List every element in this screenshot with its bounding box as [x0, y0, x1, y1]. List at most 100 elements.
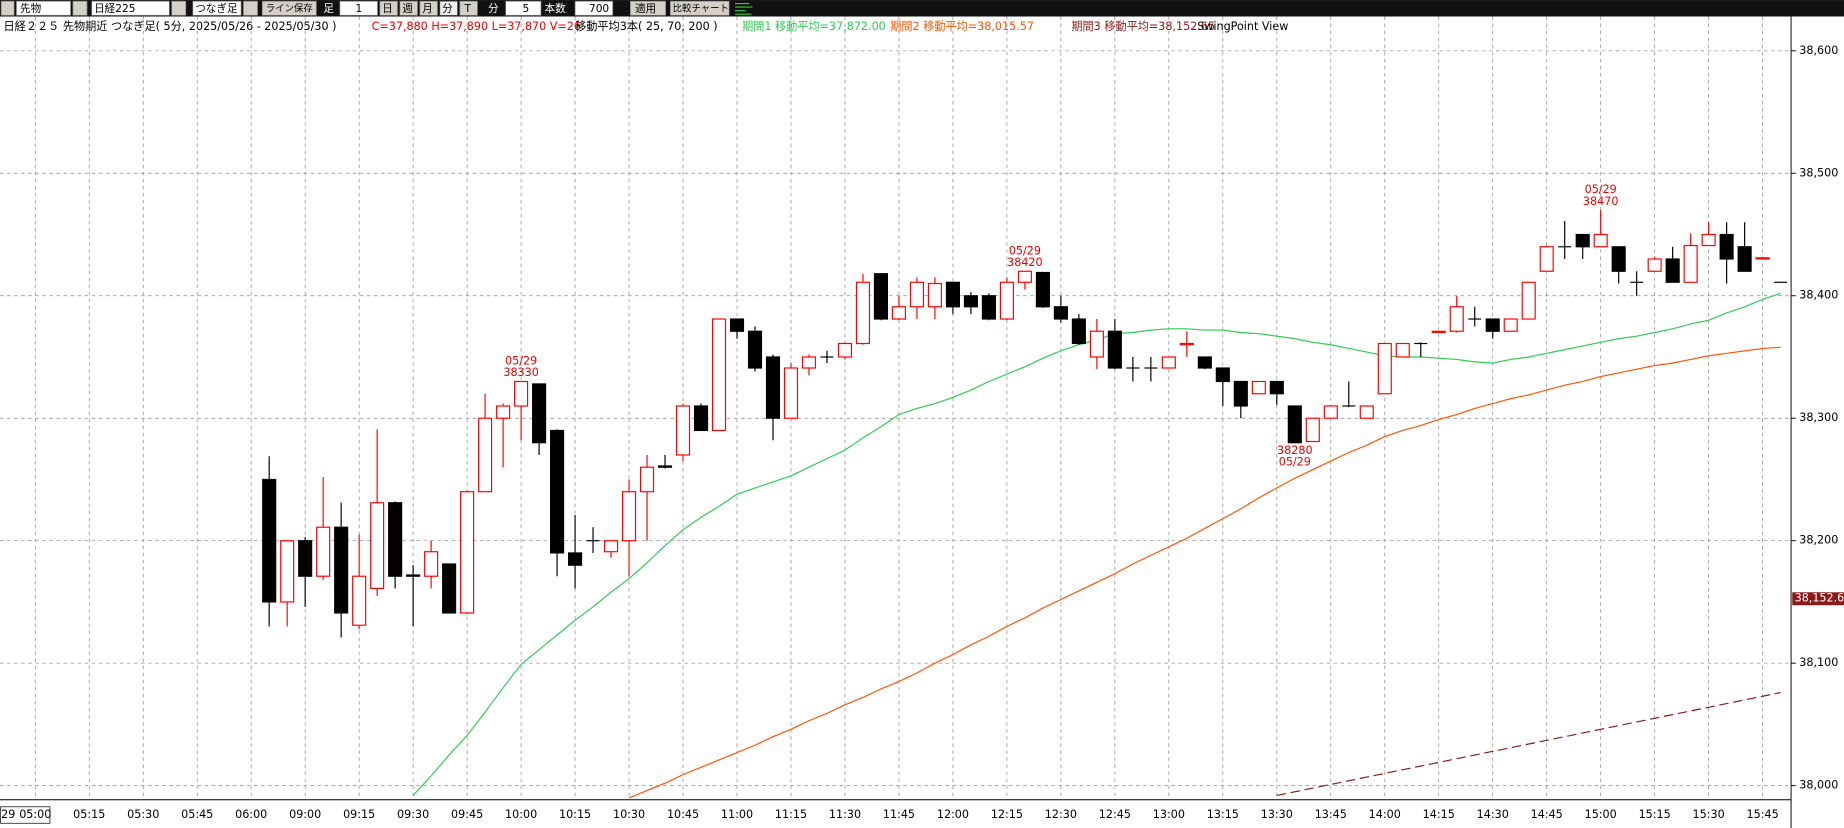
- candle-body: [1071, 318, 1086, 345]
- candle: [352, 534, 367, 629]
- menu-button[interactable]: [0, 0, 15, 16]
- candle: [1468, 306, 1482, 327]
- x-tick-label: 10:45: [667, 808, 699, 821]
- tick-button[interactable]: [459, 0, 478, 16]
- candle-body: [1251, 380, 1266, 395]
- x-tick-label: 12:45: [1099, 808, 1131, 821]
- candle: [981, 293, 996, 321]
- count-input[interactable]: [574, 0, 614, 16]
- ma-line: [628, 346, 1781, 799]
- candle: [1449, 295, 1464, 333]
- ma-label: 期間1 移動平均=37,872.00: [742, 19, 886, 33]
- candle-body: [1683, 244, 1698, 283]
- candle-body: [621, 491, 637, 542]
- candle-body: [1431, 330, 1446, 334]
- candle-body: [388, 502, 403, 577]
- candle-body: [747, 330, 763, 369]
- candle: [568, 514, 583, 589]
- candle: [945, 281, 960, 315]
- candle-body: [1755, 257, 1770, 260]
- candle: [1558, 221, 1572, 260]
- annotation-price: 38330: [503, 366, 539, 379]
- candle-body: [963, 295, 978, 308]
- candle-body: [1593, 233, 1608, 248]
- candle: [604, 540, 619, 558]
- dropdown[interactable]: [243, 0, 258, 16]
- compare-button[interactable]: [669, 0, 730, 16]
- candle: [675, 403, 691, 462]
- candle: [1575, 233, 1590, 260]
- candle: [747, 326, 763, 372]
- count-value: 700: [589, 3, 609, 15]
- symbol-select[interactable]: [91, 0, 170, 16]
- month-button[interactable]: [419, 0, 438, 16]
- candle-body: [693, 405, 709, 432]
- candle: [657, 454, 673, 469]
- dropdown[interactable]: [72, 0, 88, 16]
- candle: [1233, 380, 1248, 419]
- candle-body: [891, 306, 907, 320]
- candle-body: [873, 273, 889, 320]
- dropdown[interactable]: [171, 0, 187, 16]
- bar-input[interactable]: [339, 0, 378, 16]
- annotation-price: 38280: [1277, 444, 1313, 457]
- candle: [442, 563, 457, 614]
- candle: [963, 292, 978, 315]
- toolbar: 先物 日経225 つなぎ足 ライン保存 足 1 日 週 月 分 T 分 5 本数…: [0, 0, 1844, 17]
- candle: [1161, 356, 1176, 369]
- candle-body: [1305, 417, 1320, 443]
- candle: [927, 277, 942, 320]
- candle-body: [1647, 258, 1662, 272]
- day-button[interactable]: [379, 0, 398, 16]
- candle: [1701, 222, 1716, 247]
- x-tick-label: 09:00: [289, 808, 321, 821]
- x-tick-label: 12:00: [937, 808, 969, 821]
- apply: 適用: [635, 2, 656, 15]
- y-tick-label: 38,200: [1799, 534, 1838, 547]
- candle-body: [316, 526, 331, 577]
- kind-select[interactable]: [192, 0, 242, 16]
- x-tick-label: 15:30: [1693, 808, 1725, 821]
- minute-input[interactable]: [505, 0, 542, 16]
- market-select[interactable]: [16, 0, 71, 16]
- candle: [1215, 367, 1230, 406]
- candle-body: [496, 405, 511, 419]
- y-tick-label: 38,500: [1799, 166, 1838, 179]
- compare: 比較チャート: [673, 2, 729, 14]
- week-button[interactable]: [399, 0, 418, 16]
- candle: [783, 363, 799, 419]
- candle: [1089, 319, 1104, 370]
- save-line-button[interactable]: [261, 0, 317, 16]
- candle: [639, 454, 655, 541]
- candle-body: [1035, 271, 1050, 308]
- candle-body: [1377, 342, 1392, 395]
- x-tick-label: 10:00: [505, 808, 537, 821]
- minute-value: 5: [522, 3, 529, 15]
- indicator-icon[interactable]: [735, 2, 753, 15]
- candle-body: [999, 281, 1014, 320]
- x-tick-label: 13:15: [1207, 808, 1239, 821]
- candle: [388, 501, 403, 589]
- x-tick-label: 13:00: [1153, 808, 1185, 821]
- candle-body: [1179, 342, 1194, 346]
- candle: [801, 354, 817, 376]
- candle: [1431, 330, 1446, 334]
- candle: [820, 350, 834, 364]
- instrument: 日経２２５ 先物期近 つなぎ足( 5分, 2025/05/26 - 2025/0…: [4, 19, 337, 33]
- candle: [334, 502, 349, 638]
- candle: [837, 342, 853, 360]
- candle-body: [1287, 405, 1302, 444]
- candle-body: [1215, 367, 1230, 383]
- candle: [1287, 405, 1302, 444]
- apply-button[interactable]: [629, 0, 666, 16]
- symbol: 日経225: [94, 2, 135, 15]
- chart-kind: つなぎ足: [195, 2, 238, 15]
- candle: [711, 318, 727, 432]
- minute-button[interactable]: [439, 0, 458, 16]
- x-tick-label: 14:45: [1531, 808, 1563, 821]
- x-tick-label: 12:30: [1045, 808, 1077, 821]
- candle: [621, 479, 637, 577]
- candle-body: [1719, 233, 1734, 260]
- candle-body: [1053, 306, 1068, 320]
